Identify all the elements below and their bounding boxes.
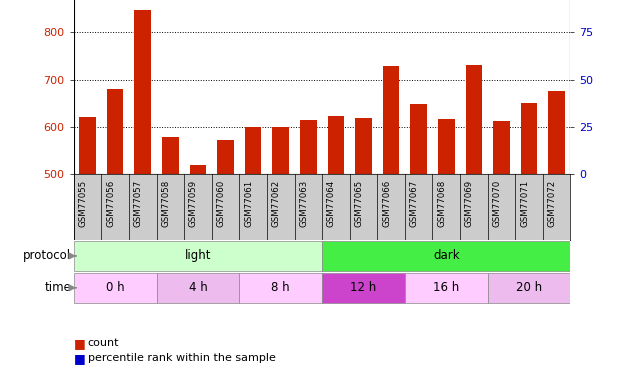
Text: 12 h: 12 h xyxy=(351,281,377,294)
Text: GSM77071: GSM77071 xyxy=(520,180,529,227)
Text: time: time xyxy=(44,281,71,294)
Text: ■: ■ xyxy=(74,352,85,364)
Bar xyxy=(488,273,570,303)
Bar xyxy=(549,91,565,174)
Text: protocol: protocol xyxy=(23,249,71,262)
Bar xyxy=(322,273,405,303)
Bar xyxy=(107,89,123,174)
Bar xyxy=(438,119,454,174)
Text: 4 h: 4 h xyxy=(188,281,207,294)
Text: GSM77064: GSM77064 xyxy=(327,180,336,227)
Bar xyxy=(465,65,482,174)
Bar xyxy=(245,126,262,174)
Bar xyxy=(493,122,510,174)
Bar xyxy=(74,241,322,271)
Bar xyxy=(162,138,179,174)
Text: 20 h: 20 h xyxy=(516,281,542,294)
Text: GSM77059: GSM77059 xyxy=(189,180,198,227)
Text: dark: dark xyxy=(433,249,460,262)
Bar xyxy=(217,140,234,174)
Bar xyxy=(156,273,239,303)
Text: ■: ■ xyxy=(74,337,85,350)
Text: 16 h: 16 h xyxy=(433,281,460,294)
Bar xyxy=(79,117,96,174)
Text: GSM77061: GSM77061 xyxy=(244,180,253,227)
Bar xyxy=(239,273,322,303)
Text: GSM77060: GSM77060 xyxy=(217,180,226,227)
Text: GSM77056: GSM77056 xyxy=(106,180,115,227)
Bar xyxy=(190,165,206,174)
Bar xyxy=(355,118,372,174)
Text: 8 h: 8 h xyxy=(271,281,290,294)
Text: light: light xyxy=(185,249,211,262)
Bar xyxy=(328,116,344,174)
Text: GSM77055: GSM77055 xyxy=(78,180,88,227)
Bar xyxy=(383,66,399,174)
Text: GSM77062: GSM77062 xyxy=(272,180,281,227)
Text: count: count xyxy=(88,338,119,348)
Bar xyxy=(322,241,570,271)
Bar xyxy=(300,120,317,174)
Text: percentile rank within the sample: percentile rank within the sample xyxy=(88,353,276,363)
Text: GSM77057: GSM77057 xyxy=(134,180,143,227)
Text: GSM77070: GSM77070 xyxy=(492,180,501,227)
Text: GSM77058: GSM77058 xyxy=(162,180,171,227)
Text: 0 h: 0 h xyxy=(106,281,124,294)
Text: GSM77063: GSM77063 xyxy=(299,180,308,227)
Bar xyxy=(405,273,488,303)
Text: GSM77069: GSM77069 xyxy=(465,180,474,227)
Text: GSM77065: GSM77065 xyxy=(354,180,363,227)
Bar xyxy=(135,10,151,174)
Bar xyxy=(272,126,289,174)
Text: GSM77068: GSM77068 xyxy=(437,180,446,227)
Bar xyxy=(74,273,156,303)
Bar xyxy=(410,104,427,174)
Bar xyxy=(520,103,537,174)
Text: GSM77067: GSM77067 xyxy=(410,180,419,227)
Text: GSM77072: GSM77072 xyxy=(547,180,556,227)
Text: GSM77066: GSM77066 xyxy=(382,180,391,227)
